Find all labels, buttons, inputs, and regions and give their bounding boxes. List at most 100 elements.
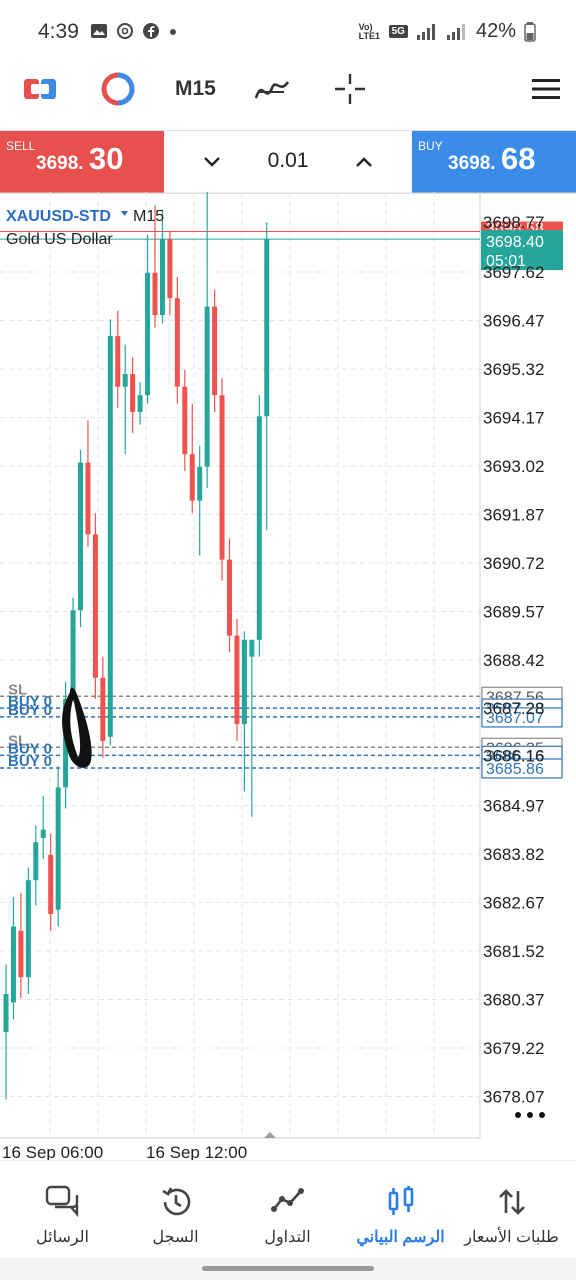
- price-tick-label: 3691.87: [483, 506, 544, 525]
- candle-body: [197, 466, 203, 501]
- nav-messages[interactable]: الرسائل: [5, 1161, 120, 1259]
- bid-price-tag: [481, 230, 563, 271]
- candle-body: [33, 842, 39, 881]
- price-tick-label: 3686.16: [483, 746, 544, 765]
- price-tick-label: 3690.72: [483, 554, 544, 573]
- chart-toolbar: M15: [0, 64, 576, 130]
- status-bar: 4:39 Vo) LTE1 5G 42%: [0, 0, 576, 64]
- order-price-label: 3687.07: [486, 710, 544, 727]
- candle-body: [219, 395, 225, 560]
- candle-body: [100, 677, 106, 741]
- time-axis: 16 Sep 06:00 16 Sep 12:00: [2, 1143, 247, 1160]
- nav-label: السجل: [152, 1229, 199, 1246]
- price-tick-label: 3698.77: [483, 213, 544, 232]
- candle-body: [249, 639, 255, 657]
- home-gesture-bar[interactable]: [202, 1266, 374, 1271]
- candle-body: [264, 239, 270, 417]
- chevron-down-icon[interactable]: [200, 147, 224, 177]
- trade-icon: [270, 1188, 304, 1212]
- bar-countdown-label: 05:01: [486, 253, 526, 270]
- menu-button[interactable]: [526, 64, 566, 130]
- buy-button[interactable]: BUY 3698. 68: [412, 131, 576, 193]
- one-click-trading-icon: [24, 79, 56, 99]
- crosshair-icon: [335, 74, 365, 104]
- candle-body: [107, 336, 113, 737]
- candle-body: [48, 854, 54, 914]
- price-tick-label: 3697.62: [483, 263, 544, 282]
- hand-scribble: [62, 687, 92, 768]
- nav-label: الرسائل: [36, 1229, 89, 1246]
- symbol-dropdown-icon[interactable]: [121, 211, 128, 216]
- price-tick-label: 3684.97: [483, 797, 544, 816]
- crosshair-button[interactable]: [330, 64, 370, 130]
- price-tick-label: 3680.37: [483, 991, 544, 1010]
- trade-panel-toggle[interactable]: [20, 64, 60, 130]
- scroll-marker-icon[interactable]: [264, 1132, 276, 1138]
- sell-label: SELL: [6, 139, 36, 153]
- chevron-up-icon[interactable]: [352, 147, 376, 177]
- order-price-label: 3685.86: [486, 761, 544, 778]
- symbol-name[interactable]: XAUUSD-STD: [6, 208, 111, 225]
- time-tick-label: 16 Sep 12:00: [146, 1143, 247, 1160]
- nav-chart[interactable]: الرسم البياني: [343, 1161, 458, 1259]
- candle-body: [189, 454, 195, 501]
- buy-price-prefix: 3698.: [448, 153, 496, 174]
- timeframe-button[interactable]: M15: [175, 77, 216, 100]
- price-tick-label: 3687.28: [483, 699, 544, 718]
- nav-label: التداول: [264, 1229, 311, 1246]
- buy-order-label: BUY 0: [8, 702, 52, 719]
- candle-body: [145, 272, 151, 396]
- threads-icon: [117, 23, 133, 39]
- nav-history[interactable]: السجل: [118, 1161, 233, 1259]
- facebook-icon: [143, 23, 159, 39]
- candle-body: [137, 395, 143, 413]
- buy-label: BUY: [418, 139, 443, 153]
- signal-icon-2: [446, 23, 465, 40]
- candle-body: [174, 298, 180, 387]
- price-tick-label: 3678.07: [483, 1088, 544, 1107]
- buy-order-label: BUY 0: [8, 740, 52, 757]
- status-time: 4:39: [38, 20, 79, 43]
- candle-body: [234, 635, 240, 725]
- indicators-button[interactable]: [252, 64, 292, 130]
- nav-trade[interactable]: التداول: [230, 1161, 345, 1259]
- candle-body: [70, 610, 76, 699]
- volte-indicator: Vo) LTE1: [358, 21, 380, 41]
- price-tick-label: 3679.22: [483, 1039, 544, 1058]
- candle-body: [122, 374, 128, 387]
- candle-body: [40, 829, 46, 838]
- sell-price-pips: 30: [89, 141, 124, 176]
- network-type: 5G: [388, 25, 408, 38]
- hamburger-menu-icon: [532, 79, 560, 99]
- messages-icon: [45, 1185, 78, 1217]
- candle-body: [10, 926, 16, 1003]
- one-click-trade-panel: SELL 3698. 30 0.01 BUY 3698. 68: [0, 130, 576, 194]
- lot-size-value[interactable]: 0.01: [267, 149, 309, 172]
- more-options-icon[interactable]: [515, 1112, 545, 1118]
- candle-body: [3, 994, 9, 1032]
- signal-icon: [416, 23, 435, 40]
- time-tick-label: 16 Sep 06:00: [2, 1143, 103, 1160]
- sell-button[interactable]: SELL 3698. 30: [0, 131, 164, 193]
- nav-quotes[interactable]: طلبات الأسعار: [454, 1161, 569, 1259]
- order-price-tag: [481, 758, 563, 779]
- stop-loss-label: SL: [8, 681, 27, 698]
- symbol-selector[interactable]: [98, 64, 138, 130]
- price-tick-label: 3681.52: [483, 942, 544, 961]
- candle-body: [92, 534, 98, 678]
- candle-body: [115, 336, 121, 387]
- bottom-navigation: الرسائل السجل التداول الرسم البياني طلبا…: [0, 1160, 576, 1259]
- nav-label: طلبات الأسعار: [464, 1229, 559, 1246]
- symbols-icon: [101, 72, 135, 106]
- price-tick-label: 3682.67: [483, 894, 544, 913]
- price-tick-label: 3688.42: [483, 651, 544, 670]
- candle-body: [152, 272, 158, 316]
- candle-body: [167, 239, 173, 299]
- chart-icon: [388, 1186, 413, 1215]
- candle-body: [212, 306, 218, 396]
- symbol-description: Gold US Dollar: [6, 231, 113, 248]
- notification-icons: [90, 22, 178, 40]
- history-icon: [161, 1187, 190, 1216]
